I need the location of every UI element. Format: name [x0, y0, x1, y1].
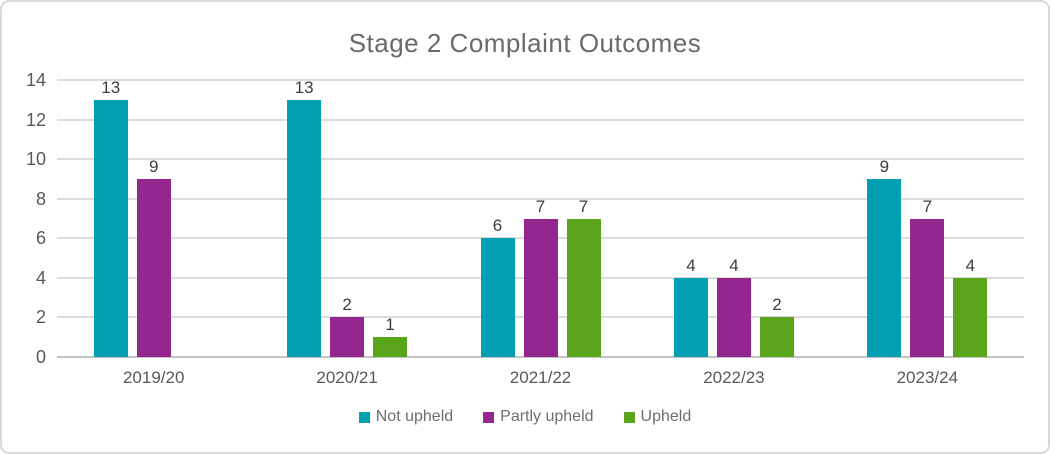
legend: Not upheld Partly upheld Upheld: [2, 408, 1048, 426]
bar-value-label: 7: [578, 196, 589, 216]
bar-group-2022-23: 4 4 2: [637, 80, 830, 357]
legend-item-partly-upheld: Partly upheld: [483, 408, 594, 426]
bar-slot: 13: [287, 77, 322, 357]
bar-value-label: 13: [294, 77, 314, 97]
legend-label: Upheld: [640, 408, 692, 425]
bar-value-label: 2: [342, 295, 352, 315]
bar-value-label: 7: [922, 196, 933, 216]
bar-slot: 7: [910, 196, 945, 357]
bar-value-label: 9: [879, 156, 890, 176]
bar-upheld-2020-21: [373, 337, 408, 357]
bar-value-label: 7: [535, 196, 546, 216]
y-axis: 0 2 4 6 8 10 12 14: [10, 71, 46, 366]
y-tick-label: 8: [35, 188, 46, 209]
bar-not-upheld-2022-23: [673, 277, 708, 357]
x-axis: 2019/20 2020/21 2021/22 2022/23 2023/24: [57, 368, 1024, 388]
bar-slot: 9: [867, 156, 902, 357]
bar-partly-upheld-2022-23: [716, 277, 751, 357]
bar-slot: 13: [93, 77, 128, 357]
bar-slot: 4: [953, 255, 988, 357]
bar-slot: 2: [330, 295, 365, 357]
bar-groups: 13 9 13 2 1 6 7 7 4 4 2 9 7 4: [57, 77, 1024, 357]
bar-upheld-2022-23: [759, 317, 794, 357]
x-category-label: 2023/24: [896, 368, 959, 387]
gridline: [57, 197, 1024, 200]
chart-title: Stage 2 Complaint Outcomes: [348, 28, 702, 58]
bar-slot: 7: [523, 196, 558, 357]
bar-group-2019-20: 13 9: [57, 77, 250, 357]
bar-upheld-2023-24: [953, 277, 988, 357]
x-category-label: 2022/23: [703, 368, 765, 387]
bar-slot: 7: [566, 196, 601, 357]
bar-value-label: 1: [385, 315, 395, 335]
bar-not-upheld-2019-20: [93, 99, 128, 357]
bar-value-label: 6: [492, 216, 503, 236]
legend-label: Not upheld: [375, 408, 454, 425]
x-category-label: 2020/21: [316, 368, 378, 387]
y-tick-label: 14: [25, 70, 46, 90]
gridline: [57, 158, 1024, 161]
bar-not-upheld-2021-22: [480, 238, 515, 357]
gridline: [57, 79, 1024, 81]
bar-partly-upheld-2019-20: [136, 178, 171, 357]
bar-not-upheld-2023-24: [867, 178, 902, 357]
bar-slot: 1: [373, 315, 408, 357]
gridline: [57, 118, 1024, 121]
legend-swatch-icon: [358, 411, 370, 423]
bar-upheld-2021-22: [566, 218, 601, 357]
x-category-label: 2021/22: [509, 368, 572, 387]
bar-group-2021-22: 6 7 7: [444, 80, 637, 357]
legend-item-not-upheld: Not upheld: [358, 408, 454, 426]
plot-area: 13 9 13 2 1 6 7 7 4 4 2 9 7 4: [57, 77, 1024, 358]
bar-partly-upheld-2021-22: [523, 218, 558, 357]
bar-value-label: 2: [772, 295, 782, 315]
bar-value-label: 13: [101, 77, 121, 97]
bar-slot: 6: [480, 216, 515, 357]
x-axis-line: [57, 356, 1024, 358]
bar-slot: 2: [759, 295, 794, 357]
legend-label: Partly upheld: [500, 408, 594, 425]
y-tick-label: 12: [25, 109, 46, 130]
bar-slot: 9: [136, 156, 171, 357]
y-tick-label: 0: [35, 347, 46, 367]
bar-value-label: 4: [686, 255, 696, 275]
legend-item-upheld: Upheld: [623, 408, 692, 426]
y-tick-label: 4: [35, 267, 46, 288]
legend-swatch-icon: [483, 411, 495, 423]
x-category-label: 2019/20: [122, 368, 185, 387]
bar-partly-upheld-2023-24: [910, 218, 945, 357]
bar-partly-upheld-2020-21: [330, 317, 365, 357]
bar-slot: 4: [673, 255, 708, 357]
y-tick-label: 6: [35, 228, 46, 249]
legend-swatch-icon: [623, 411, 635, 423]
bar-group-2023-24: 9 7 4: [831, 80, 1024, 357]
bar-value-label: 4: [729, 255, 739, 275]
bar-not-upheld-2020-21: [287, 99, 322, 357]
bar-slot: 4: [716, 255, 751, 357]
bar-group-2020-21: 13 2 1: [250, 77, 443, 357]
y-tick-label: 10: [25, 149, 46, 170]
bar-value-label: 4: [965, 255, 976, 275]
bar-value-label: 9: [148, 156, 159, 176]
y-tick-label: 2: [35, 307, 46, 328]
